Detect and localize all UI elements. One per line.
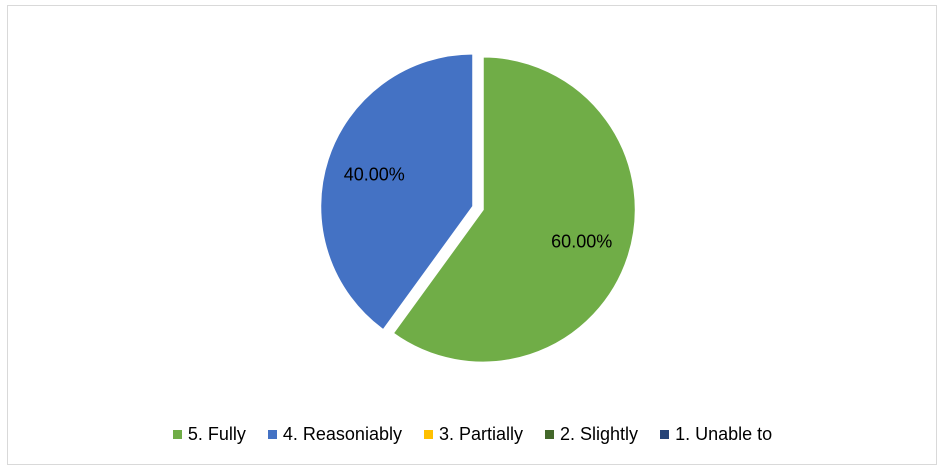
legend-swatch-reasonably	[267, 430, 277, 439]
chart-legend: 5. Fully 4. Reasoniably 3. Partially 2. …	[0, 424, 945, 445]
legend-item-unable: 1. Unable to	[660, 424, 772, 445]
legend-item-partially: 3. Partially	[423, 424, 524, 445]
legend-swatch-slightly	[545, 430, 555, 439]
legend-item-fully: 5. Fully	[172, 424, 246, 445]
pie-slice-reasonably	[319, 52, 475, 332]
legend-label-reasonably: 4. Reasoniably	[282, 424, 402, 444]
legend-label-unable: 1. Unable to	[675, 424, 773, 444]
legend-label-partially: 3. Partially	[438, 424, 524, 444]
legend-swatch-fully	[172, 430, 182, 439]
legend-swatch-partially	[423, 430, 433, 439]
legend-label-fully: 5. Fully	[187, 424, 246, 444]
data-label-reasonably: 40.00%	[344, 164, 405, 184]
legend-swatch-unable	[660, 430, 670, 439]
data-label-fully: 60.00%	[551, 232, 612, 252]
legend-item-slightly: 2. Slightly	[545, 424, 638, 445]
legend-label-slightly: 2. Slightly	[560, 424, 639, 444]
legend-item-reasonably: 4. Reasoniably	[267, 424, 402, 445]
pie-slice-fully	[391, 55, 637, 364]
